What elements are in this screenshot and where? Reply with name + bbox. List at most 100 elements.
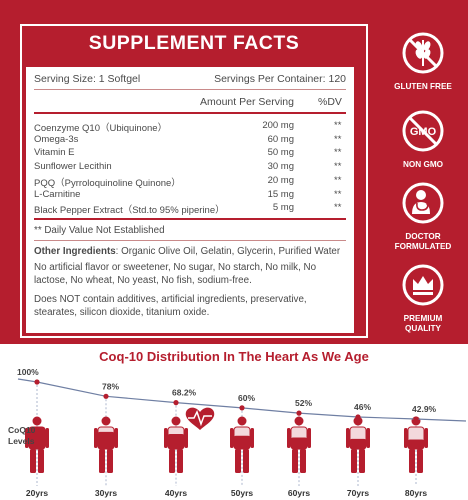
other-ingredients: Other Ingredients: Organic Olive Oil, Ge… bbox=[34, 245, 348, 258]
figure-leg bbox=[351, 449, 357, 473]
daily-value-note: ** Daily Value Not Established bbox=[34, 225, 165, 236]
divider bbox=[34, 218, 346, 220]
ingredient-name: Vitamin E bbox=[34, 147, 75, 159]
ingredient-row: Vitamin E 50 mg ** bbox=[34, 147, 346, 160]
figure-level-fill bbox=[234, 435, 250, 449]
figure-arm bbox=[424, 428, 428, 448]
data-label: 68.2% bbox=[172, 388, 197, 398]
human-figure-icon bbox=[25, 416, 49, 473]
doctor-icon bbox=[402, 182, 444, 224]
free-from-line: lactose, No wheat, No yeast, No fish, so… bbox=[34, 275, 252, 287]
other-ingredients-text: : Organic Olive Oil, Gelatin, Glycerin, … bbox=[115, 246, 341, 257]
divider bbox=[34, 240, 346, 241]
ingredient-name: Black Pepper Extract（Std.to 95% piperine… bbox=[34, 205, 225, 217]
data-point bbox=[239, 405, 245, 411]
ingredient-dv: ** bbox=[334, 188, 342, 200]
ingredient-name: PQQ（Pyrroloquinoline Quinone） bbox=[34, 177, 181, 189]
data-label: 100% bbox=[17, 367, 39, 377]
data-label: 78% bbox=[102, 381, 119, 391]
figure-leg bbox=[235, 449, 241, 473]
gluten-free-icon bbox=[402, 32, 444, 74]
x-tick-label: 70yrs bbox=[347, 488, 369, 498]
ingredient-name: Sunflower Lecithin bbox=[34, 161, 112, 173]
figure-level-fill bbox=[291, 437, 307, 449]
figure-arm bbox=[45, 428, 49, 448]
badge-label: DOCTOR bbox=[405, 232, 441, 241]
ingredient-name: Omega-3s bbox=[34, 133, 79, 145]
ingredient-amount: 15 mg bbox=[267, 188, 294, 200]
figure-head bbox=[294, 416, 304, 426]
figure-arm bbox=[25, 428, 29, 448]
data-label: 46% bbox=[354, 402, 371, 412]
figure-head bbox=[101, 416, 111, 426]
gluten-free-badge: GLUTEN FREE bbox=[388, 30, 458, 92]
figure-arm bbox=[287, 428, 291, 448]
coq10-line-chart: CoQ10 Levels 100% 20yrs 78% 30yrs 68.2% 40yrs… bbox=[8, 367, 467, 498]
ingredient-row: PQQ（Pyrroloquinoline Quinone） 20 mg ** bbox=[34, 174, 346, 189]
figure-head bbox=[32, 416, 42, 426]
figure-arm bbox=[114, 428, 118, 448]
other-ingredients-label: Other Ingredients bbox=[34, 246, 116, 257]
ingredient-dv: ** bbox=[334, 133, 342, 145]
data-label: 52% bbox=[295, 398, 312, 408]
x-tick-label: 50yrs bbox=[231, 488, 253, 498]
premium-quality-badge: PREMIUM QUALITY bbox=[388, 262, 458, 334]
badge-label: FORMULATED bbox=[394, 242, 452, 251]
ingredient-dv: ** bbox=[334, 120, 342, 131]
ingredient-name: Coenzyme Q10（Ubiquinone） bbox=[34, 123, 168, 134]
figure-level-fill bbox=[98, 431, 114, 449]
ingredient-dv: ** bbox=[334, 147, 342, 159]
figure-level-fill bbox=[29, 427, 45, 449]
supplement-facts-title: SUPPLEMENT FACTS bbox=[88, 32, 300, 54]
does-not-contain-statement: Does NOT contain additives, artificial i… bbox=[34, 293, 348, 320]
badge-label: GLUTEN FREE bbox=[394, 82, 452, 91]
supplement-facts-card: Serving Size: 1 Softgel Servings Per Con… bbox=[26, 67, 354, 333]
ingredient-row: Omega-3s 60 mg ** bbox=[34, 134, 346, 147]
figure-level-fill bbox=[408, 439, 424, 449]
supplement-panel: SUPPLEMENT FACTS Serving Size: 1 Softgel… bbox=[0, 0, 468, 344]
ingredient-row: Coenzyme Q10（Ubiquinone） 200 mg ** bbox=[34, 120, 346, 134]
ingredient-row: L-Carnitine 15 mg ** bbox=[34, 189, 346, 202]
data-point bbox=[34, 379, 40, 385]
y-axis-label: Levels bbox=[8, 436, 35, 446]
data-point bbox=[103, 393, 109, 399]
chart-points bbox=[34, 379, 419, 422]
badge-label: PREMIUM bbox=[403, 314, 443, 323]
x-tick-label: 60yrs bbox=[288, 488, 310, 498]
human-figure-icon bbox=[346, 416, 370, 473]
figure-arm bbox=[230, 428, 234, 448]
figure-leg bbox=[30, 449, 36, 473]
ingredient-row: Black Pepper Extract（Std.to 95% piperine… bbox=[34, 202, 346, 217]
servings-per-container: Servings Per Container: 120 bbox=[214, 73, 346, 85]
figure-head bbox=[237, 416, 247, 426]
divider bbox=[34, 89, 346, 90]
y-axis-label: CoQ10 bbox=[8, 425, 36, 435]
figure-level-fill bbox=[350, 438, 366, 449]
daily-value-header: %DV bbox=[318, 96, 342, 108]
figure-leg bbox=[417, 449, 423, 473]
figure-arm bbox=[164, 428, 168, 448]
data-point bbox=[173, 400, 179, 406]
gmo-icon: GMO bbox=[402, 110, 444, 152]
data-label: 60% bbox=[238, 393, 255, 403]
figure-leg bbox=[359, 449, 365, 473]
chart-figures bbox=[25, 385, 428, 486]
ingredient-dv: ** bbox=[334, 174, 342, 186]
ingredient-amount: 5 mg bbox=[272, 202, 294, 214]
does-not-line: stearates, silicon dioxide, titanium oxi… bbox=[34, 307, 210, 319]
figure-leg bbox=[107, 449, 113, 473]
serving-size: Serving Size: 1 Softgel bbox=[34, 73, 141, 85]
figure-leg bbox=[177, 449, 183, 473]
figure-head bbox=[171, 416, 181, 426]
free-from-line: No artificial flavor or sweetener, No su… bbox=[34, 262, 317, 273]
does-not-line: Does NOT contain additives, artificial i… bbox=[34, 294, 307, 305]
x-tick-label: 20yrs bbox=[26, 488, 48, 498]
figure-arm bbox=[346, 428, 350, 448]
badge-label: QUALITY bbox=[405, 324, 441, 333]
human-figure-icon bbox=[287, 416, 311, 473]
badge-label: NON GMO bbox=[402, 160, 444, 169]
figure-leg bbox=[99, 449, 105, 473]
data-point bbox=[355, 414, 361, 420]
human-figure-icon bbox=[94, 416, 118, 473]
data-point bbox=[296, 410, 302, 416]
